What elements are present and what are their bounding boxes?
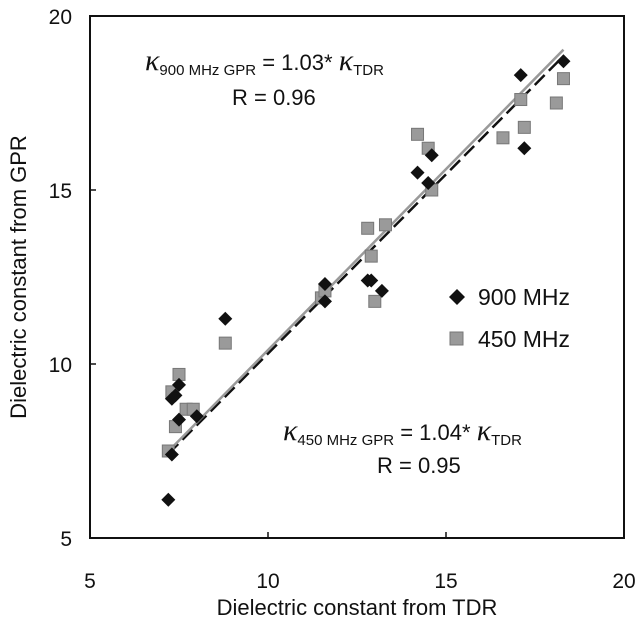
annotation-450-kappa2: κ [477, 414, 492, 447]
point-900mhz [410, 165, 425, 180]
plot-frame [89, 15, 625, 539]
annotation-450-equation: = 1.04* [394, 420, 477, 445]
point-450mhz [517, 120, 531, 134]
point-900mhz [317, 276, 332, 291]
legend-marker-900 [449, 289, 465, 305]
legend: 900 MHz 450 MHz [449, 284, 570, 352]
annotation-900-equation: = 1.03* [256, 50, 339, 75]
y-tick-label: 20 [49, 6, 72, 29]
legend-label-900: 900 MHz [478, 284, 570, 310]
point-900mhz [189, 409, 204, 424]
point-900mhz [161, 492, 176, 507]
x-tick-label: 15 [434, 570, 457, 593]
annotation-450-subscript: 450 MHz GPR [297, 432, 394, 449]
x-tick-label: 5 [84, 570, 96, 593]
point-900mhz [172, 377, 186, 392]
point-900mhz [172, 412, 186, 427]
legend-label-450: 450 MHz [478, 326, 570, 352]
annotation-900: κ900 MHz GPR = 1.03* κTDR R = 0.96 [145, 44, 384, 110]
point-900mhz [218, 311, 233, 326]
point-900mhz [374, 283, 389, 298]
svg-text:κ450 MHz GPR = 1.04* κTDR: κ450 MHz GPR = 1.04* κTDR [283, 414, 522, 449]
point-900mhz [513, 68, 528, 83]
x-axis-title: Dielectric constant from TDR [217, 595, 498, 620]
annotation-450-subscript2: TDR [491, 432, 522, 449]
point-900mhz [556, 54, 571, 69]
annotation-450: κ450 MHz GPR = 1.04* κTDR R = 0.95 [283, 414, 522, 478]
annotation-900-kappa2: κ [339, 44, 354, 77]
y-axis-title: Dielectric constant from GPR [6, 135, 31, 419]
y-tick-label: 5 [60, 528, 72, 551]
point-900mhz [517, 141, 532, 156]
point-900mhz [364, 273, 379, 288]
point-900mhz [421, 176, 436, 191]
point-450mhz [549, 96, 563, 110]
y-tick-label: 15 [49, 180, 72, 203]
point-900mhz [164, 447, 179, 462]
point-900mhz [317, 294, 332, 309]
point-450mhz [218, 336, 232, 350]
annotation-450-kappa: κ [283, 414, 298, 447]
x-tick-label: 10 [256, 570, 279, 593]
legend-marker-450 [449, 331, 464, 346]
point-450mhz [378, 218, 392, 232]
x-tick-label: 20 [612, 570, 635, 593]
point-450mhz [556, 72, 570, 86]
point-450mhz [411, 127, 425, 141]
point-450mhz [364, 249, 378, 263]
point-900mhz [424, 148, 439, 163]
annotation-900-r: R = 0.96 [232, 85, 316, 110]
svg-text:κ900 MHz GPR = 1.03* κTDR: κ900 MHz GPR = 1.03* κTDR [145, 44, 384, 79]
annotation-900-kappa: κ [145, 44, 160, 77]
point-450mhz [361, 221, 375, 235]
point-450mhz [368, 294, 382, 308]
annotation-450-r: R = 0.95 [377, 453, 461, 478]
annotation-900-subscript2: TDR [353, 62, 384, 79]
point-450mhz [496, 131, 510, 145]
point-450mhz [514, 93, 528, 107]
annotation-900-subscript: 900 MHz GPR [159, 62, 256, 79]
y-tick-label: 10 [49, 354, 72, 377]
